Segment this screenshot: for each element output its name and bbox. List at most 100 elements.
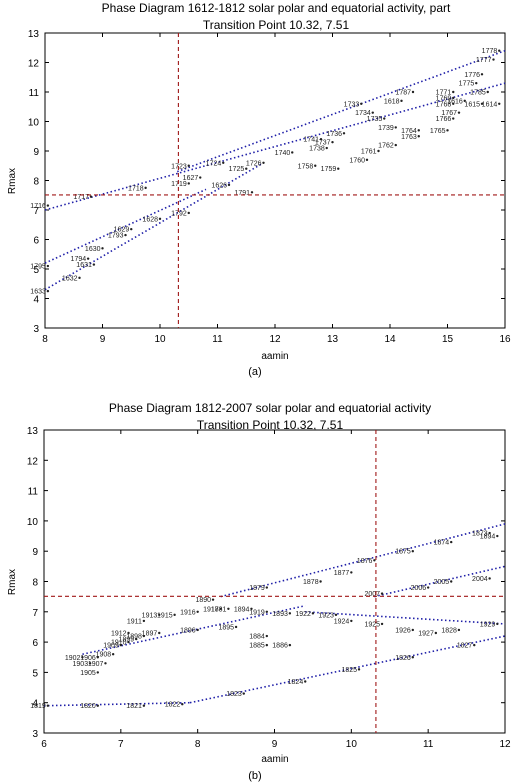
data-point: [496, 534, 499, 538]
point-label: 1769: [436, 95, 452, 102]
data-point: [96, 656, 99, 659]
data-point: [81, 656, 84, 659]
data-point: [46, 264, 50, 268]
data-point: [450, 580, 453, 583]
y-tick-label: 7: [33, 206, 39, 217]
data-point: [452, 90, 455, 94]
point-label: 1761: [361, 149, 377, 156]
point-label: 1775: [459, 81, 475, 88]
point-label: 1764: [401, 128, 417, 135]
point-label: 1925: [364, 621, 380, 628]
data-point: [124, 233, 127, 237]
y-tick-label: 9: [33, 147, 39, 158]
point-label: 1762: [378, 143, 394, 150]
data-point: [104, 662, 107, 665]
x-tick-label: 11: [212, 334, 223, 345]
point-label: 1759: [321, 166, 337, 173]
x-tick-label: 11: [423, 739, 434, 750]
point-label: 1821: [126, 703, 142, 710]
trend-line: [43, 701, 190, 707]
data-point: [473, 643, 476, 647]
point-label: 1896: [180, 627, 196, 634]
data-point: [242, 692, 245, 695]
point-label: 1738: [309, 146, 325, 153]
point-label: 1737: [315, 140, 331, 147]
data-point: [314, 164, 317, 167]
data-point: [127, 631, 130, 635]
data-point: [262, 161, 265, 164]
x-tick-label: 6: [41, 739, 47, 750]
data-point: [173, 613, 176, 617]
data-point: [357, 668, 361, 671]
data-point: [144, 186, 147, 190]
data-point: [291, 151, 294, 154]
point-label: 1740: [275, 150, 291, 157]
point-label: 2007: [364, 591, 380, 598]
point-label: 1927: [418, 631, 434, 638]
data-point: [486, 90, 489, 94]
trend-line: [44, 162, 264, 291]
data-point: [227, 607, 230, 610]
point-label: 1886: [272, 643, 288, 650]
data-point: [196, 628, 199, 632]
data-point: [488, 577, 491, 580]
data-point: [227, 183, 231, 187]
data-point: [304, 680, 307, 683]
data-point: [480, 73, 484, 76]
data-point: [187, 182, 190, 185]
point-label: 1726: [246, 160, 262, 167]
x-tick-label: 13: [327, 334, 339, 345]
point-label: 1903: [73, 661, 89, 668]
data-point: [365, 158, 369, 162]
point-label: 1929: [480, 621, 496, 628]
point-label: 1777: [476, 57, 492, 64]
y-tick-label: 7: [32, 608, 38, 619]
point-label: 1725: [229, 166, 245, 173]
point-label: 1827: [457, 643, 473, 650]
panel-a-title: Phase Diagram 1612-1812 solar polar and …: [102, 1, 451, 15]
point-label: 1877: [334, 570, 350, 577]
y-tick-label: 9: [32, 547, 38, 558]
point-label: 1890: [195, 597, 211, 604]
data-point: [288, 643, 292, 647]
data-point: [496, 622, 499, 626]
point-label: 1819: [30, 703, 46, 710]
data-point: [92, 263, 96, 266]
point-label: 1905: [80, 670, 96, 677]
point-label: 1767: [441, 110, 457, 117]
y-tick-label: 6: [32, 638, 38, 649]
panel-a-trend-lines: [44, 49, 506, 291]
data-point: [96, 704, 99, 707]
data-point: [426, 586, 430, 589]
point-label: 1718: [128, 185, 144, 192]
point-label: 1795: [30, 264, 46, 271]
point-label: 1879: [249, 585, 265, 592]
point-label: 1917: [203, 606, 219, 613]
point-label: 1911: [127, 618, 142, 625]
point-label: 1881: [211, 606, 227, 613]
point-label: 2006: [411, 585, 427, 592]
panel-a-plot-frame: [44, 32, 506, 329]
y-tick-label: 8: [32, 578, 38, 589]
data-point: [187, 164, 190, 167]
data-point: [331, 140, 334, 144]
point-label: 1792: [171, 210, 187, 217]
data-point: [400, 99, 403, 103]
point-label: 1630: [85, 246, 101, 253]
point-label: 1776: [464, 72, 480, 79]
point-label: 1763: [401, 134, 417, 141]
point-label: 1874: [434, 540, 450, 547]
point-label: 1716: [30, 203, 46, 210]
data-point: [380, 592, 384, 595]
point-label: 1723: [171, 163, 187, 170]
data-point: [319, 138, 323, 141]
data-point: [498, 49, 501, 52]
point-label: 1778: [482, 48, 498, 55]
data-point: [119, 643, 123, 647]
panel-b-transition-lines: [44, 430, 505, 733]
point-label: 1739: [378, 125, 394, 132]
point-label: 1724: [206, 160, 222, 167]
data-point: [457, 111, 461, 114]
point-label: 1735: [367, 116, 383, 123]
panel-b-ylabel: Rmax: [7, 569, 18, 595]
